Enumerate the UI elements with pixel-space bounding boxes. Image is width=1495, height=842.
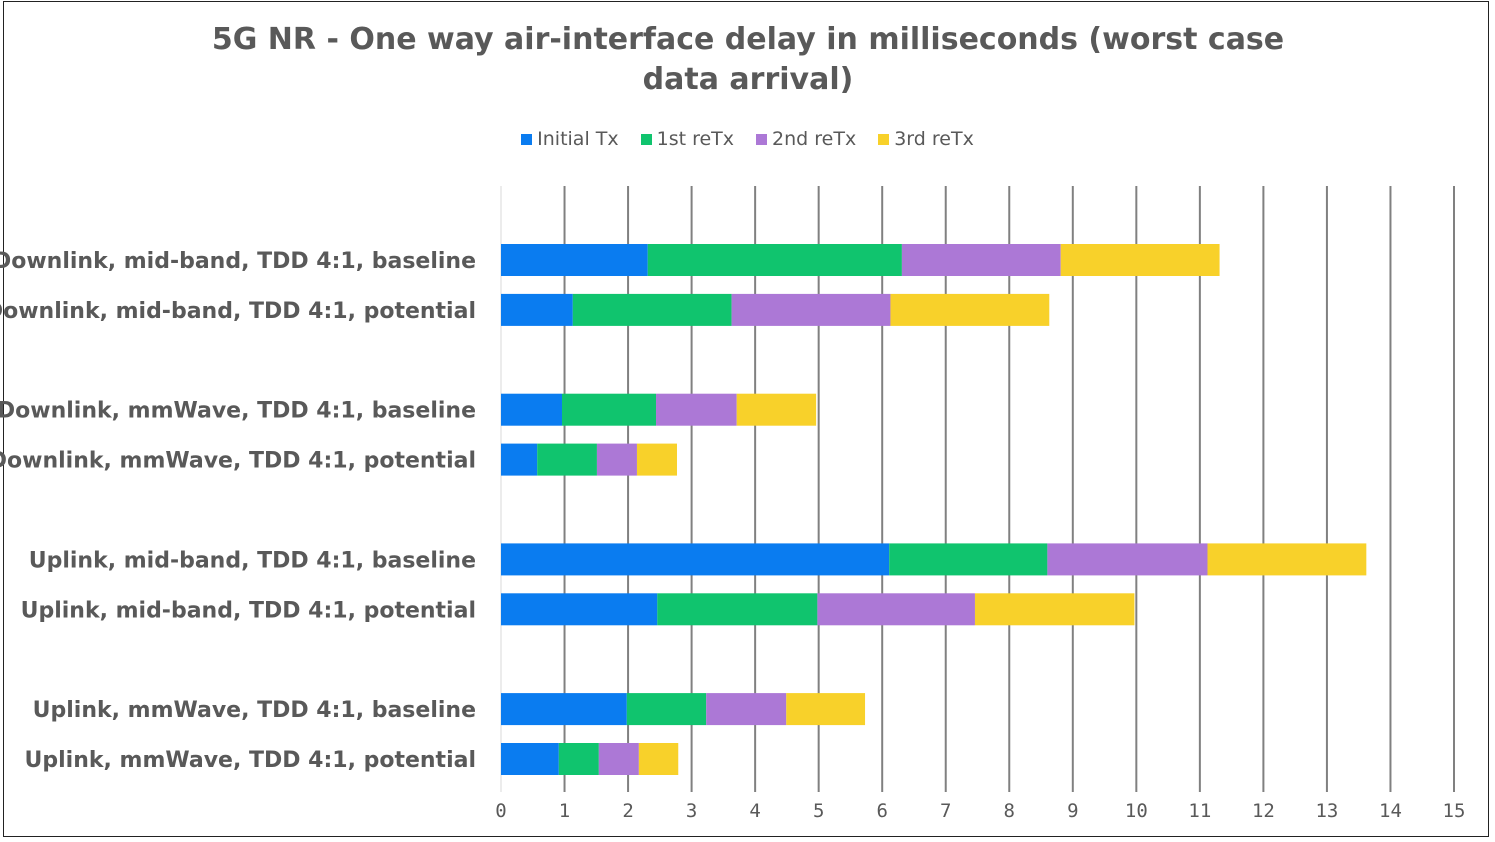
x-tick-label: 14 — [1379, 800, 1402, 822]
bar-segment-initial-tx — [501, 244, 648, 276]
x-tick-label: 11 — [1188, 800, 1211, 822]
x-tick-label: 6 — [876, 800, 887, 822]
chart-title: 5G NR - One way air-interface delay in m… — [211, 22, 1285, 97]
bar-segment-1st-retx — [889, 543, 1048, 576]
bar-segment-initial-tx — [501, 293, 573, 326]
bar-segment-2nd-retx — [656, 393, 737, 426]
bar-segment-3rd-retx — [890, 293, 1050, 326]
bar-segment-3rd-retx — [974, 593, 1135, 626]
x-tick-label: 10 — [1125, 800, 1148, 822]
x-tick-label: 2 — [622, 800, 633, 822]
bar-segment-1st-retx — [561, 393, 657, 426]
x-tick-label: 5 — [813, 800, 824, 822]
bar-segment-3rd-retx — [638, 743, 679, 775]
bar-segment-initial-tx — [501, 593, 658, 626]
legend: Initial Tx 1st reTx 2nd reTx 3rd reTx — [0, 128, 1495, 150]
legend-item: 1st reTx — [640, 128, 735, 150]
legend-swatch — [640, 133, 652, 145]
category-label: Downlink, mmWave, TDD 4:1, potential — [0, 449, 476, 474]
legend-label: Initial Tx — [537, 128, 619, 150]
x-tick-label: 1 — [559, 800, 570, 822]
category-label: Uplink, mid-band, TDD 4:1, potential — [21, 598, 476, 623]
legend-label: 3rd reTx — [894, 128, 974, 150]
chart-frame — [3, 1, 1489, 837]
bar-segment-3rd-retx — [1060, 244, 1220, 276]
bar-segment-3rd-retx — [1207, 543, 1367, 576]
bar-segment-initial-tx — [501, 693, 627, 726]
legend-swatch — [521, 133, 533, 145]
legend-item: Initial Tx — [521, 128, 619, 150]
category-label: Uplink, mmWave, TDD 4:1, potential — [25, 748, 476, 773]
bar-segment-2nd-retx — [731, 293, 891, 326]
legend-item: 3rd reTx — [878, 128, 974, 150]
bar-segment-2nd-retx — [706, 693, 787, 726]
bar-segment-initial-tx — [501, 443, 538, 476]
category-label: Uplink, mmWave, TDD 4:1, baseline — [33, 698, 476, 723]
bar-segment-2nd-retx — [596, 443, 637, 476]
x-tick-label: 8 — [1004, 800, 1015, 822]
bar-segment-initial-tx — [501, 393, 562, 426]
legend-item: 2nd reTx — [756, 128, 856, 150]
bar-segment-1st-retx — [657, 593, 818, 626]
bar-segment-3rd-retx — [736, 393, 817, 426]
x-tick-label: 12 — [1252, 800, 1275, 822]
bar-segment-1st-retx — [647, 244, 902, 276]
bar-segment-3rd-retx — [636, 443, 677, 476]
x-tick-label: 15 — [1443, 800, 1466, 822]
bar-segment-initial-tx — [501, 543, 890, 576]
bar-segment-2nd-retx — [817, 593, 975, 626]
bar-segment-3rd-retx — [786, 693, 866, 726]
bar-segment-1st-retx — [537, 443, 597, 476]
x-tick-label: 7 — [940, 800, 951, 822]
legend-label: 1st reTx — [656, 128, 735, 150]
legend-swatch — [878, 133, 890, 145]
category-label: Downlink, mid-band, TDD 4:1, baseline — [0, 249, 476, 274]
legend-swatch — [756, 133, 768, 145]
category-label: Downlink, mmWave, TDD 4:1, baseline — [0, 399, 476, 424]
x-tick-label: 3 — [686, 800, 697, 822]
bar-segment-2nd-retx — [901, 244, 1061, 276]
bar-segment-2nd-retx — [598, 743, 639, 775]
category-label: Uplink, mid-band, TDD 4:1, baseline — [29, 548, 476, 573]
bar-segment-1st-retx — [572, 293, 732, 326]
x-tick-label: 0 — [495, 800, 506, 822]
x-tick-label: 4 — [749, 800, 760, 822]
x-tick-label: 13 — [1315, 800, 1338, 822]
x-tick-label: 9 — [1067, 800, 1078, 822]
bar-segment-1st-retx — [558, 743, 599, 775]
legend-label: 2nd reTx — [772, 128, 857, 150]
bar-segment-initial-tx — [501, 743, 559, 775]
bar-segment-1st-retx — [626, 693, 707, 726]
category-label: Downlink, mid-band, TDD 4:1, potential — [0, 299, 476, 324]
bar-segment-2nd-retx — [1047, 543, 1208, 576]
